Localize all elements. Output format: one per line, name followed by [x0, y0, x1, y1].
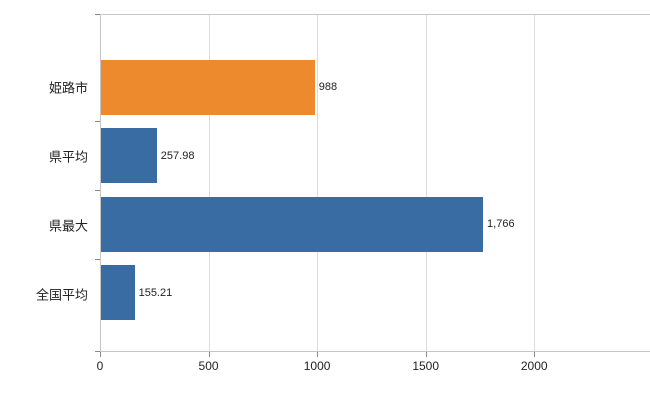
- x-axis-ticks: [100, 352, 650, 358]
- y-tick-mark: [95, 190, 100, 191]
- bar-value-label: 1,766: [487, 218, 515, 231]
- bar: [101, 59, 315, 115]
- bar: [101, 128, 157, 184]
- x-tick-mark: [317, 352, 319, 357]
- bar: [101, 265, 135, 321]
- x-tick-label: 1500: [412, 359, 440, 373]
- bar-value-label: 155.21: [138, 286, 173, 299]
- gridline: [425, 15, 427, 351]
- category-label: 姫路市: [48, 80, 88, 95]
- bar-value-label: 988: [318, 81, 338, 94]
- x-tick-label: 0: [96, 359, 104, 373]
- x-tick-mark: [208, 352, 210, 357]
- x-axis-labels: 0 500 1000 1500 2000: [96, 359, 650, 377]
- y-tick-mark: [95, 14, 100, 15]
- bar-row: 1,766: [101, 190, 650, 259]
- category-label: 全国平均: [35, 287, 88, 302]
- bar-rows: 988 257.98 1,766 155.21: [101, 53, 650, 327]
- y-axis-labels: 姫路市県平均県最大全国平均: [0, 14, 92, 352]
- y-tick-mark: [95, 121, 100, 122]
- gridline: [317, 15, 319, 351]
- y-tick-mark: [95, 259, 100, 260]
- bar: [101, 196, 484, 252]
- bar-value-label: 257.98: [160, 149, 195, 162]
- x-tick-mark: [425, 352, 427, 357]
- bar-row: 155.21: [101, 259, 650, 328]
- category-label: 県最大: [48, 218, 88, 233]
- bar-row: 988: [101, 53, 650, 122]
- gridline: [209, 15, 211, 351]
- category-label: 県平均: [48, 149, 88, 164]
- x-tick-label: 1000: [303, 359, 331, 373]
- x-tick-mark: [100, 352, 101, 357]
- y-axis-ticks: [95, 14, 100, 352]
- gridline: [533, 15, 535, 351]
- x-tick-label: 2000: [520, 359, 548, 373]
- plot-area: 988 257.98 1,766 155.21: [100, 14, 650, 352]
- bar-row: 257.98: [101, 122, 650, 191]
- x-tick-label: 500: [198, 359, 219, 373]
- y-tick-mark: [95, 351, 100, 352]
- x-tick-mark: [534, 352, 536, 357]
